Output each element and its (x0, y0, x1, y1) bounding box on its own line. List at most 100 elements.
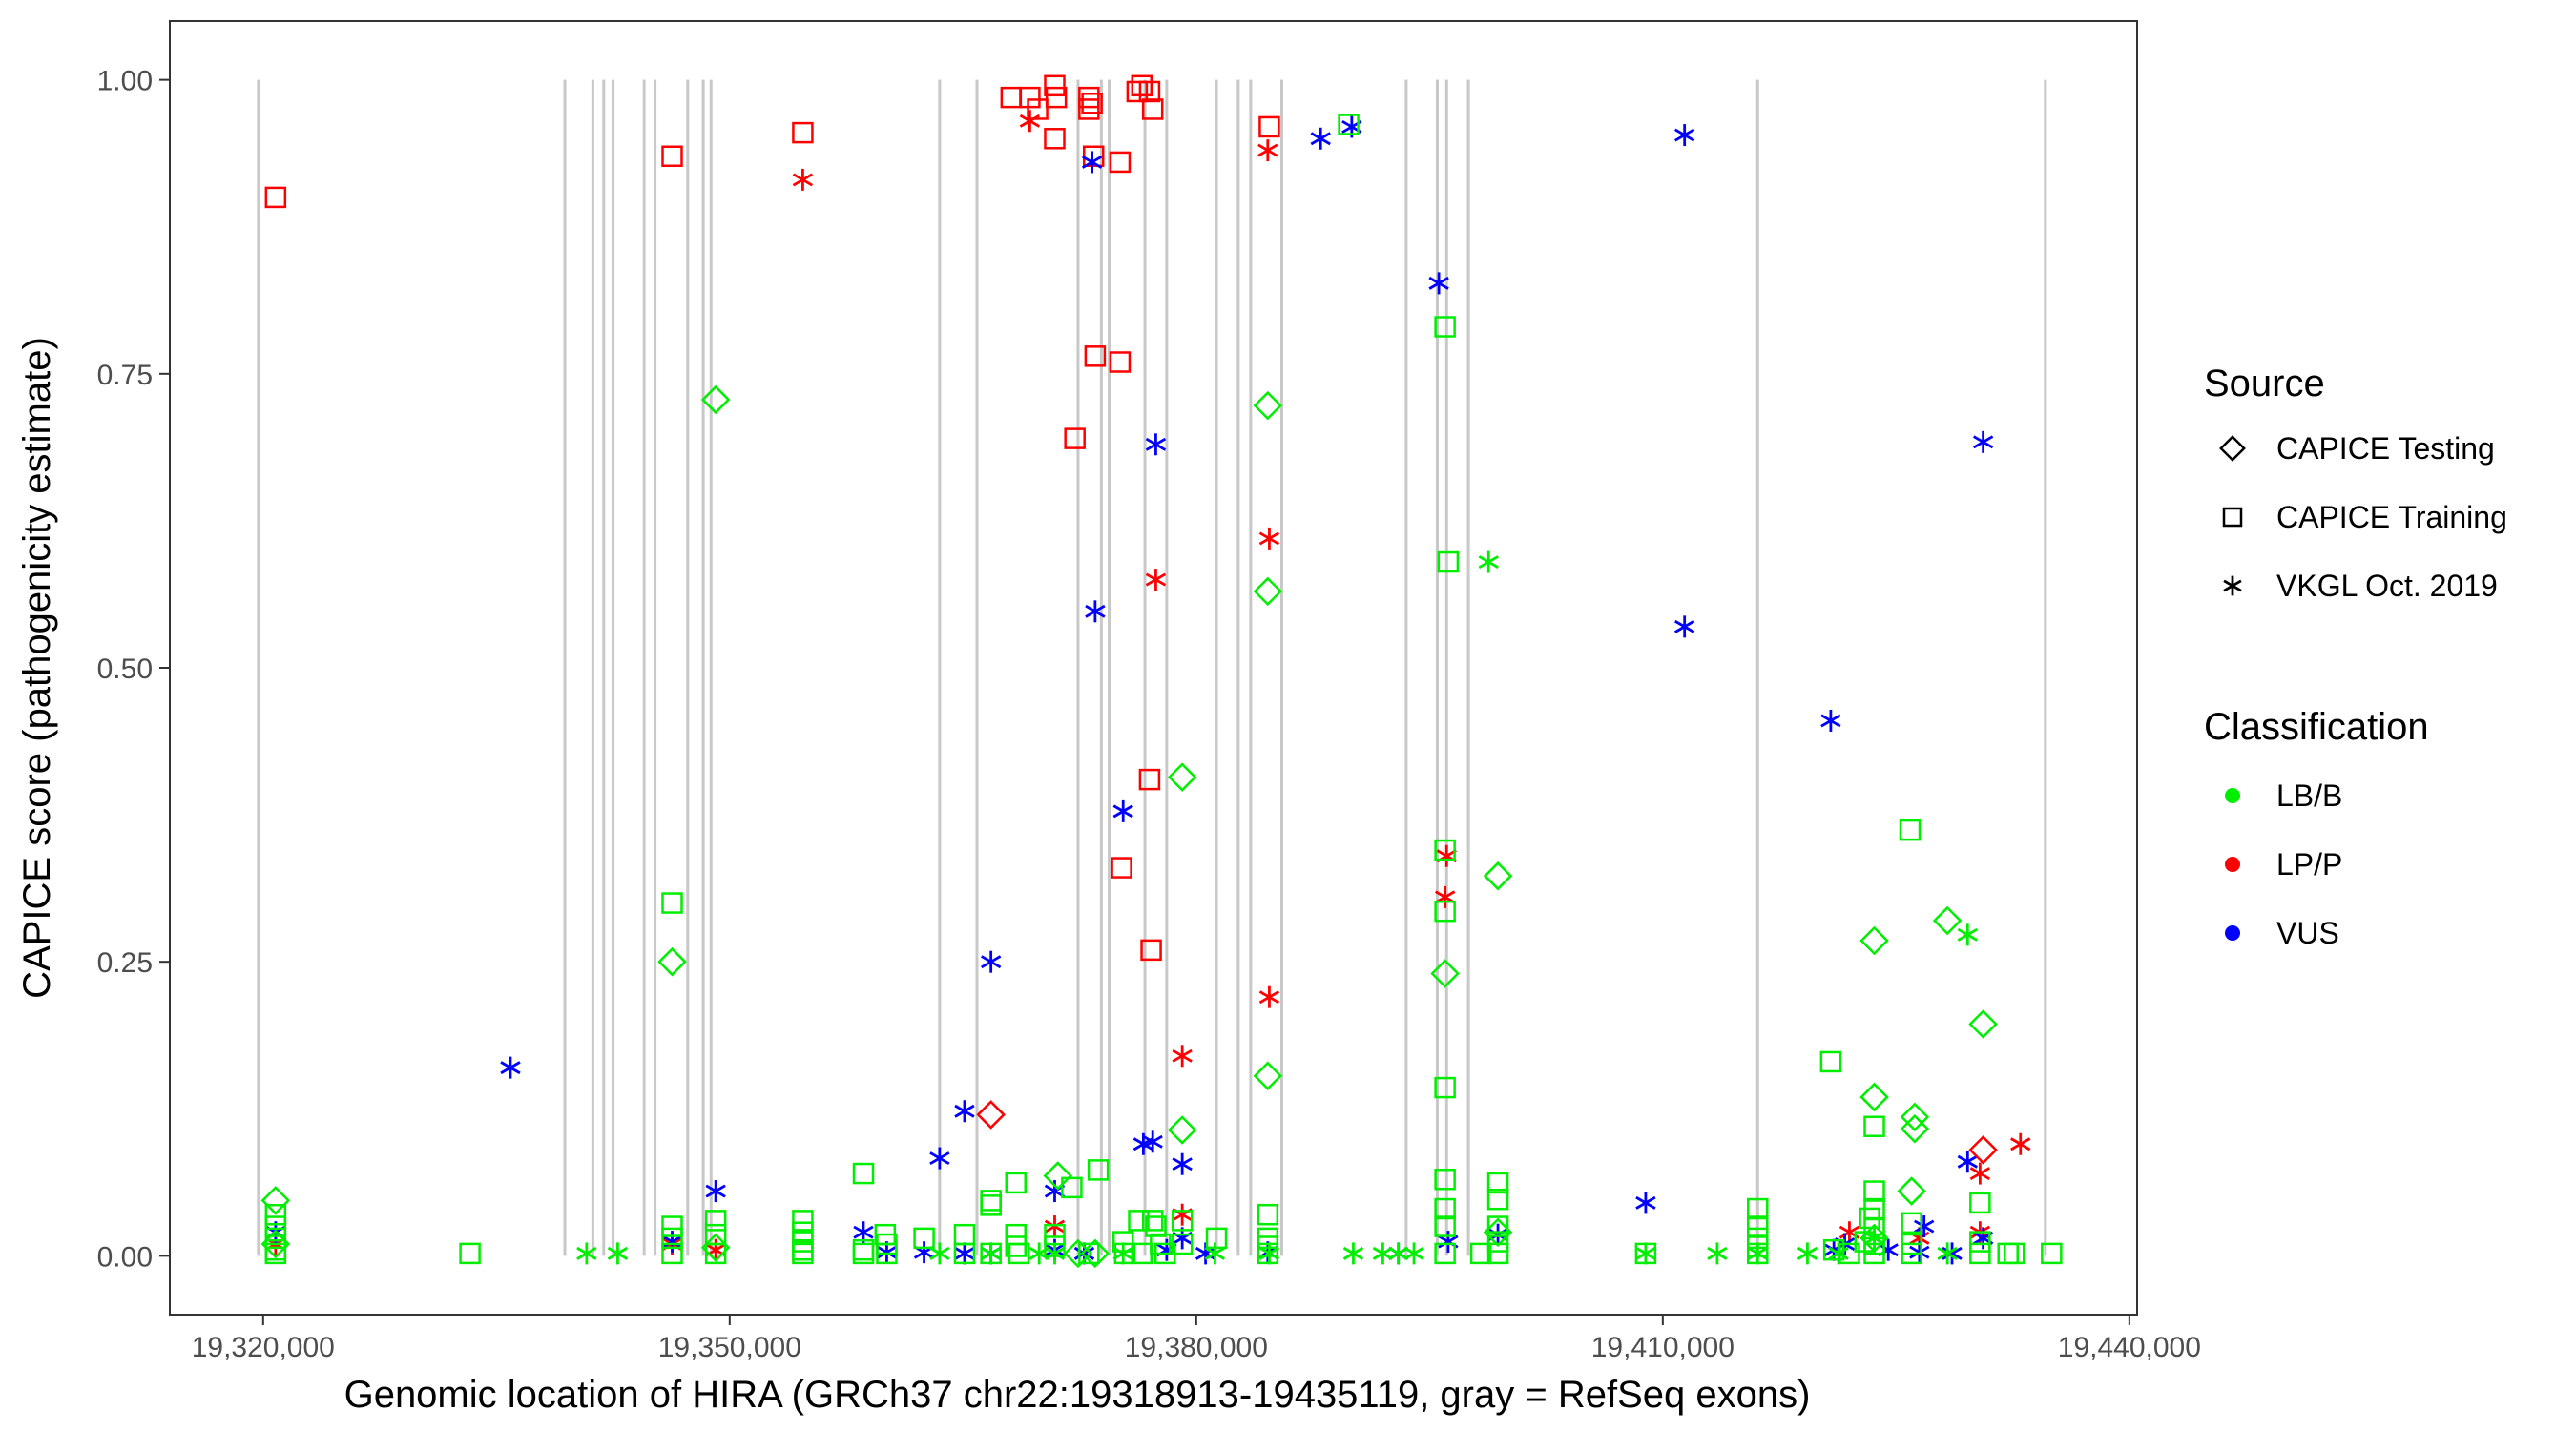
data-point (264, 186, 287, 209)
data-point (1863, 1217, 1885, 1240)
data-point (1145, 433, 1167, 456)
data-point (2003, 1242, 2025, 1265)
data-point (1914, 1215, 1935, 1238)
data-point (1968, 1009, 1998, 1039)
data-point (1113, 1242, 1136, 1265)
data-point (1131, 74, 1153, 97)
data-point (2041, 1242, 2063, 1265)
data-point (1044, 1180, 1066, 1203)
data-point (1138, 768, 1161, 791)
data-point (980, 1194, 1002, 1216)
data-point (1372, 1242, 1394, 1265)
data-point (1969, 1231, 1991, 1253)
data-point (1044, 74, 1066, 97)
data-point (976, 1100, 1006, 1130)
data-point (1109, 351, 1132, 373)
data-point (1044, 1235, 1066, 1257)
data-point (1008, 1242, 1030, 1265)
data-point (1797, 1242, 1818, 1265)
data-point (1434, 839, 1456, 861)
data-point (1111, 857, 1132, 879)
data-point (1434, 1242, 1456, 1265)
data-point (1087, 1159, 1110, 1181)
legend-diamond-icon (2219, 435, 2246, 462)
data-point (1434, 316, 1456, 338)
legend-color-dot-icon (2225, 925, 2240, 941)
data-point (1084, 345, 1107, 367)
data-point (929, 1242, 950, 1265)
data-point (1109, 151, 1132, 174)
data-point (876, 1242, 898, 1265)
data-point (607, 1242, 629, 1265)
data-point (1901, 1242, 1922, 1265)
data-point (953, 1242, 976, 1265)
data-point (1204, 1242, 1226, 1265)
data-point (1900, 1113, 1930, 1144)
data-point (1141, 1210, 1164, 1232)
data-point (954, 1100, 975, 1123)
data-point (704, 1242, 727, 1265)
legend-classification-label: LB/B (2276, 778, 2342, 813)
data-point (1112, 1242, 1133, 1265)
data-point (576, 1242, 597, 1265)
data-point (661, 1227, 683, 1250)
data-point (661, 1215, 683, 1237)
data-point (1257, 1242, 1279, 1265)
data-point (1126, 80, 1149, 103)
data-point (500, 1056, 521, 1079)
data-point (1942, 1242, 1963, 1265)
data-point (1005, 1235, 1027, 1257)
data-point (1061, 1176, 1083, 1199)
legend-asterisk-icon (2223, 575, 2242, 596)
y-tick-label: 0.75 (97, 360, 153, 391)
y-axis-label: CAPICE score (pathogenicity estimate) (16, 337, 58, 999)
data-point (1258, 527, 1280, 550)
data-point (704, 1210, 727, 1232)
data-point (1019, 86, 1041, 109)
data-point (1863, 1115, 1885, 1138)
data-point (1486, 1231, 1509, 1253)
data-point (1635, 1192, 1656, 1214)
x-tick-label: 19,380,000 (1125, 1332, 1268, 1363)
data-point (1145, 569, 1167, 591)
data-point (1434, 1215, 1456, 1237)
data-point (1486, 1172, 1509, 1194)
data-point (1486, 1215, 1509, 1237)
data-point (1027, 98, 1049, 120)
data-point (1085, 600, 1106, 623)
data-point (1969, 1242, 1991, 1265)
data-point (1081, 93, 1103, 114)
data-point (1863, 1242, 1885, 1265)
data-point (264, 1215, 287, 1237)
series-capice-testing-lp-p (976, 1100, 1998, 1165)
data-point (1257, 139, 1278, 162)
data-point (1044, 128, 1066, 150)
data-point (1253, 1061, 1283, 1091)
legend-source-label: CAPICE Testing (2276, 431, 2495, 466)
data-point (1078, 86, 1100, 109)
data-point (954, 1242, 975, 1265)
data-point (1167, 762, 1197, 792)
series-capice-training-lp-p (264, 74, 1280, 962)
x-tick-label: 19,440,000 (2058, 1332, 2201, 1363)
data-point (1078, 1242, 1100, 1265)
data-point (1673, 124, 1695, 147)
data-point (1747, 1197, 1769, 1220)
data-point (1839, 1242, 1860, 1265)
data-point (1969, 1162, 1991, 1185)
exon-lines (257, 79, 2047, 1256)
data-point (700, 384, 731, 415)
data-point (1859, 1082, 1889, 1112)
data-point (980, 1242, 1002, 1265)
data-point (2010, 1132, 2031, 1155)
y-tick-label: 1.00 (97, 66, 153, 97)
data-point (981, 1242, 1002, 1265)
data-point (1045, 86, 1068, 109)
data-point (1957, 1151, 1978, 1173)
data-point (1434, 1197, 1456, 1220)
data-point (1043, 1161, 1073, 1191)
data-point (1937, 1242, 1958, 1265)
x-axis-label: Genomic location of HIRA (GRCh37 chr22:1… (344, 1374, 1811, 1416)
data-point (1111, 1231, 1134, 1253)
data-point (1081, 151, 1103, 174)
